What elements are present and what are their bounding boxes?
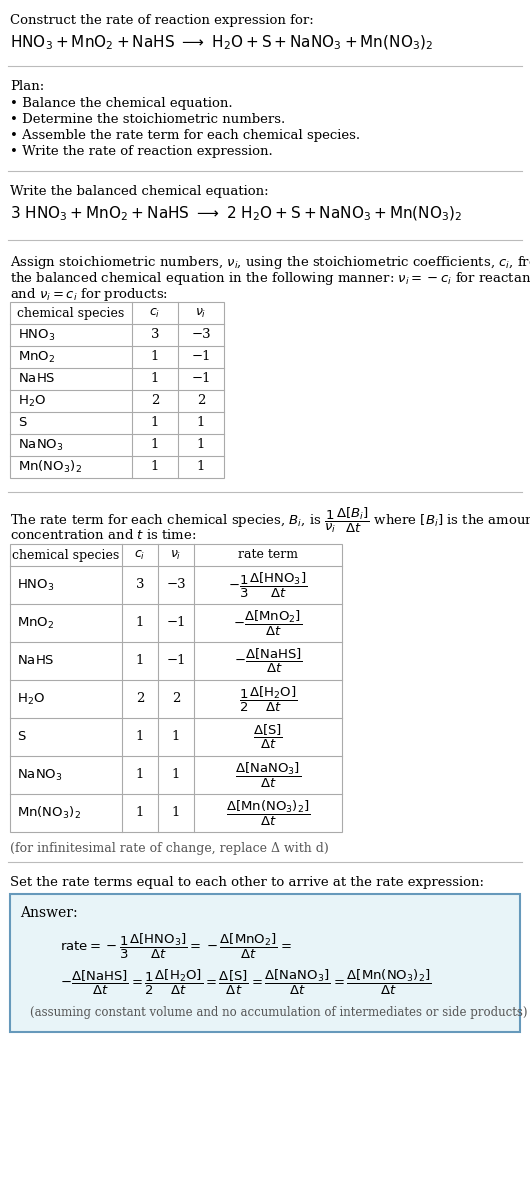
Text: 1: 1 <box>197 460 205 473</box>
Text: 2: 2 <box>151 395 159 407</box>
Text: (assuming constant volume and no accumulation of intermediates or side products): (assuming constant volume and no accumul… <box>30 1007 527 1019</box>
Text: −1: −1 <box>191 372 211 385</box>
Text: $\nu_i$: $\nu_i$ <box>170 549 182 561</box>
Text: $-\dfrac{\Delta[\mathrm{MnO_2}]}{\Delta t}$: $-\dfrac{\Delta[\mathrm{MnO_2}]}{\Delta … <box>233 608 303 638</box>
Text: 1: 1 <box>136 731 144 744</box>
Text: Answer:: Answer: <box>20 905 77 920</box>
Text: $\mathrm{NaNO_3}$: $\mathrm{NaNO_3}$ <box>17 767 63 783</box>
Text: $\mathrm{HNO_3 + MnO_2 + NaHS\ \longrightarrow\ H_2O + S + NaNO_3 + Mn(NO_3)_2}$: $\mathrm{HNO_3 + MnO_2 + NaHS\ \longrigh… <box>10 34 433 53</box>
Text: $\mathrm{Mn(NO_3)_2}$: $\mathrm{Mn(NO_3)_2}$ <box>17 805 81 821</box>
Text: $\mathrm{rate} = -\dfrac{1}{3}\dfrac{\Delta[\mathrm{HNO_3}]}{\Delta t}= -\dfrac{: $\mathrm{rate} = -\dfrac{1}{3}\dfrac{\De… <box>60 932 292 961</box>
Text: 1: 1 <box>172 731 180 744</box>
Text: 1: 1 <box>151 417 159 430</box>
Text: 1: 1 <box>136 807 144 820</box>
Text: $\dfrac{\Delta[\mathrm{Mn(NO_3)_2}]}{\Delta t}$: $\dfrac{\Delta[\mathrm{Mn(NO_3)_2}]}{\De… <box>226 798 311 827</box>
Text: • Balance the chemical equation.: • Balance the chemical equation. <box>10 98 233 110</box>
Text: chemical species: chemical species <box>12 549 120 561</box>
Text: $\mathrm{NaHS}$: $\mathrm{NaHS}$ <box>17 655 55 667</box>
Text: Assign stoichiometric numbers, $\nu_i$, using the stoichiometric coefficients, $: Assign stoichiometric numbers, $\nu_i$, … <box>10 254 530 271</box>
Text: 3: 3 <box>136 578 144 591</box>
Text: $\mathrm{NaNO_3}$: $\mathrm{NaNO_3}$ <box>18 437 64 453</box>
Text: $\mathrm{H_2O}$: $\mathrm{H_2O}$ <box>18 394 46 408</box>
Text: 1: 1 <box>136 768 144 781</box>
Text: rate term: rate term <box>238 549 298 561</box>
Text: $\mathrm{S}$: $\mathrm{S}$ <box>17 731 26 744</box>
Text: $\mathrm{MnO_2}$: $\mathrm{MnO_2}$ <box>18 349 55 365</box>
Text: 1: 1 <box>172 768 180 781</box>
Text: 1: 1 <box>197 417 205 430</box>
Text: $\mathrm{3\ HNO_3 + MnO_2 + NaHS\ \longrightarrow\ 2\ H_2O + S + NaNO_3 + Mn(NO_: $\mathrm{3\ HNO_3 + MnO_2 + NaHS\ \longr… <box>10 205 463 224</box>
Text: 1: 1 <box>172 807 180 820</box>
FancyBboxPatch shape <box>10 895 520 1032</box>
Text: 1: 1 <box>151 372 159 385</box>
Text: The rate term for each chemical species, $B_i$, is $\dfrac{1}{\nu_i}\dfrac{\Delt: The rate term for each chemical species,… <box>10 506 530 536</box>
Text: −3: −3 <box>166 578 186 591</box>
Text: the balanced chemical equation in the following manner: $\nu_i = -c_i$ for react: the balanced chemical equation in the fo… <box>10 270 530 287</box>
Text: $-\dfrac{\Delta[\mathrm{NaHS}]}{\Delta t}= \dfrac{1}{2}\dfrac{\Delta[\mathrm{H_2: $-\dfrac{\Delta[\mathrm{NaHS}]}{\Delta t… <box>60 968 431 997</box>
Text: $\mathrm{HNO_3}$: $\mathrm{HNO_3}$ <box>17 578 55 592</box>
Text: Construct the rate of reaction expression for:: Construct the rate of reaction expressio… <box>10 14 314 26</box>
Text: $\mathrm{H_2O}$: $\mathrm{H_2O}$ <box>17 691 45 707</box>
Text: Plan:: Plan: <box>10 79 44 93</box>
Text: $c_i$: $c_i$ <box>149 307 161 319</box>
Text: Write the balanced chemical equation:: Write the balanced chemical equation: <box>10 185 269 197</box>
Text: 3: 3 <box>151 329 159 342</box>
Text: $\mathrm{Mn(NO_3)_2}$: $\mathrm{Mn(NO_3)_2}$ <box>18 459 82 476</box>
Text: $\dfrac{1}{2}\dfrac{\Delta[\mathrm{H_2O}]}{\Delta t}$: $\dfrac{1}{2}\dfrac{\Delta[\mathrm{H_2O}… <box>239 684 297 714</box>
Text: concentration and $t$ is time:: concentration and $t$ is time: <box>10 529 197 542</box>
Text: • Write the rate of reaction expression.: • Write the rate of reaction expression. <box>10 144 273 158</box>
Text: 2: 2 <box>136 692 144 706</box>
Text: −1: −1 <box>166 616 185 630</box>
Text: $\mathrm{S}$: $\mathrm{S}$ <box>18 417 28 430</box>
Text: 2: 2 <box>172 692 180 706</box>
Text: (for infinitesimal rate of change, replace Δ with d): (for infinitesimal rate of change, repla… <box>10 842 329 855</box>
Text: $c_i$: $c_i$ <box>135 549 146 561</box>
Text: • Determine the stoichiometric numbers.: • Determine the stoichiometric numbers. <box>10 113 285 126</box>
Text: chemical species: chemical species <box>17 307 125 319</box>
Bar <box>10 544 342 832</box>
Bar <box>10 302 224 478</box>
Text: $\mathrm{NaHS}$: $\mathrm{NaHS}$ <box>18 372 56 385</box>
Text: 1: 1 <box>136 616 144 630</box>
Text: 1: 1 <box>151 460 159 473</box>
Text: −3: −3 <box>191 329 211 342</box>
Text: 1: 1 <box>151 438 159 452</box>
Text: $\mathrm{MnO_2}$: $\mathrm{MnO_2}$ <box>17 615 54 631</box>
Text: $-\dfrac{\Delta[\mathrm{NaHS}]}{\Delta t}$: $-\dfrac{\Delta[\mathrm{NaHS}]}{\Delta t… <box>234 647 303 675</box>
Text: 2: 2 <box>197 395 205 407</box>
Text: 1: 1 <box>136 655 144 667</box>
Text: $-\dfrac{1}{3}\dfrac{\Delta[\mathrm{HNO_3}]}{\Delta t}$: $-\dfrac{1}{3}\dfrac{\Delta[\mathrm{HNO_… <box>228 571 307 600</box>
Text: Set the rate terms equal to each other to arrive at the rate expression:: Set the rate terms equal to each other t… <box>10 877 484 889</box>
Text: $\nu_i$: $\nu_i$ <box>196 307 207 319</box>
Text: • Assemble the rate term for each chemical species.: • Assemble the rate term for each chemic… <box>10 129 360 142</box>
Text: $\mathrm{HNO_3}$: $\mathrm{HNO_3}$ <box>18 327 56 343</box>
Text: $\dfrac{\Delta[\mathrm{NaNO_3}]}{\Delta t}$: $\dfrac{\Delta[\mathrm{NaNO_3}]}{\Delta … <box>235 761 301 790</box>
Text: and $\nu_i = c_i$ for products:: and $\nu_i = c_i$ for products: <box>10 287 168 303</box>
Text: −1: −1 <box>191 350 211 364</box>
Text: 1: 1 <box>197 438 205 452</box>
Text: $\dfrac{\Delta[\mathrm{S}]}{\Delta t}$: $\dfrac{\Delta[\mathrm{S}]}{\Delta t}$ <box>253 722 283 751</box>
Text: −1: −1 <box>166 655 185 667</box>
Text: 1: 1 <box>151 350 159 364</box>
